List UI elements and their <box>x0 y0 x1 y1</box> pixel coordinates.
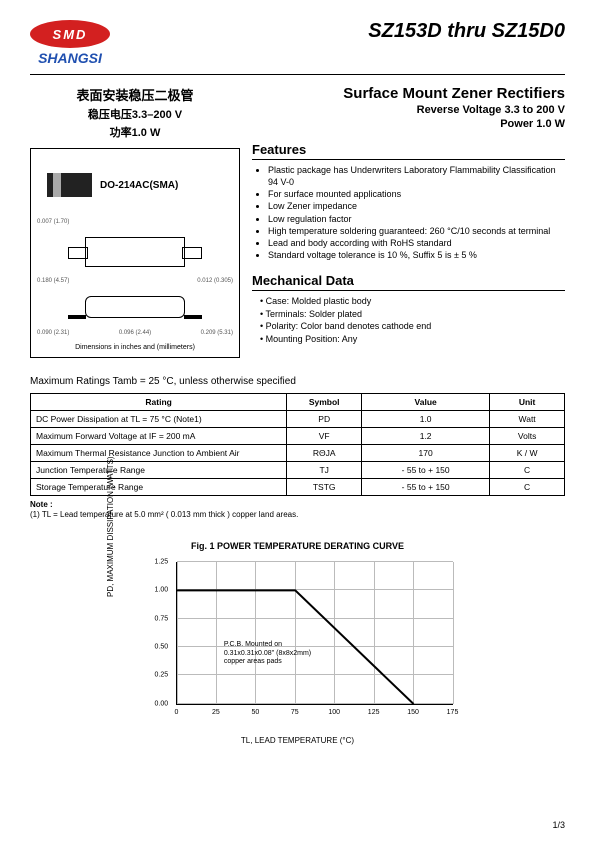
table-header-row: Rating Symbol Value Unit <box>31 394 565 411</box>
cn-voltage: 稳压电压3.3–200 V <box>30 106 240 122</box>
chart-ylabel: PD, MAXIMUM DISSIPATION (WATTS) <box>106 456 115 597</box>
page-number: 1/3 <box>552 820 565 830</box>
features-heading: Features <box>252 142 565 160</box>
mechanical-list: • Case: Molded plastic body • Terminals:… <box>252 295 565 345</box>
chart-annotation: P.C.B. Mounted on0.31x0.31x0.08" (8x8x2m… <box>224 641 311 666</box>
en-title: Surface Mount Zener Rectifiers <box>252 85 565 102</box>
feature-item: High temperature soldering guaranteed: 2… <box>268 225 565 237</box>
package-label: DO-214AC(SMA) <box>100 180 178 191</box>
chart-plot-area: 02550751001251501750.000.250.500.751.001… <box>176 562 453 705</box>
package-drawing: DO-214AC(SMA) 0.007 (1.70) 0.180 (4.57) … <box>30 148 240 358</box>
mechanical-heading: Mechanical Data <box>252 273 565 291</box>
col-unit: Unit <box>490 394 565 411</box>
dim-2: 0.180 (4.57) <box>37 278 69 284</box>
logo-block: SMD SHANGSI <box>30 20 110 66</box>
en-voltage: Reverse Voltage 3.3 to 200 V <box>252 104 565 116</box>
header-rule <box>30 74 565 75</box>
ratings-title: Maximum Ratings Tamb = 25 °C, unless oth… <box>30 376 565 387</box>
dim-8: 0.096 (2.44) <box>119 330 151 336</box>
feature-item: Standard voltage tolerance is 10 %, Suff… <box>268 249 565 261</box>
feature-item: Lead and body according with RoHS standa… <box>268 237 565 249</box>
dim-10: 0.209 (5.31) <box>201 330 233 336</box>
brand-name: SHANGSI <box>38 50 102 66</box>
feature-item: Low regulation factor <box>268 213 565 225</box>
table-row: Maximum Forward Voltage at IF = 200 mAVF… <box>31 428 565 445</box>
package-footer: Dimensions in inches and (millimeters) <box>37 344 233 351</box>
package-3d-icon <box>47 173 92 197</box>
mech-item: • Terminals: Solder plated <box>260 308 565 321</box>
derating-chart: PD, MAXIMUM DISSIPATION (WATTS) 02550751… <box>138 557 458 727</box>
mech-item: • Mounting Position: Any <box>260 333 565 346</box>
feature-item: Low Zener impedance <box>268 200 565 212</box>
feature-item: Plastic package has Underwriters Laborat… <box>268 164 565 188</box>
cn-power: 功率1.0 W <box>30 124 240 140</box>
col-symbol: Symbol <box>287 394 362 411</box>
col-rating: Rating <box>31 394 287 411</box>
chart-xlabel: TL, LEAD TEMPERATURE (°C) <box>138 736 458 745</box>
table-row: DC Power Dissipation at TL = 75 °C (Note… <box>31 411 565 428</box>
doc-title: SZ153D thru SZ15D0 <box>368 20 565 43</box>
mech-item: • Case: Molded plastic body <box>260 295 565 308</box>
dim-0: 0.007 (1.70) <box>37 219 233 225</box>
dim-6: 0.090 (2.31) <box>37 330 69 336</box>
cn-title: 表面安装稳压二极管 <box>30 85 240 104</box>
col-value: Value <box>362 394 490 411</box>
dim-4: 0.012 (0.305) <box>197 278 233 284</box>
en-power: Power 1.0 W <box>252 118 565 130</box>
mech-item: • Polarity: Color band denotes cathode e… <box>260 320 565 333</box>
outline-side-view <box>85 296 185 318</box>
feature-item: For surface mounted applications <box>268 188 565 200</box>
outline-top-view <box>85 237 185 267</box>
features-list: Plastic package has Underwriters Laborat… <box>252 164 565 261</box>
logo-oval: SMD <box>30 20 110 48</box>
